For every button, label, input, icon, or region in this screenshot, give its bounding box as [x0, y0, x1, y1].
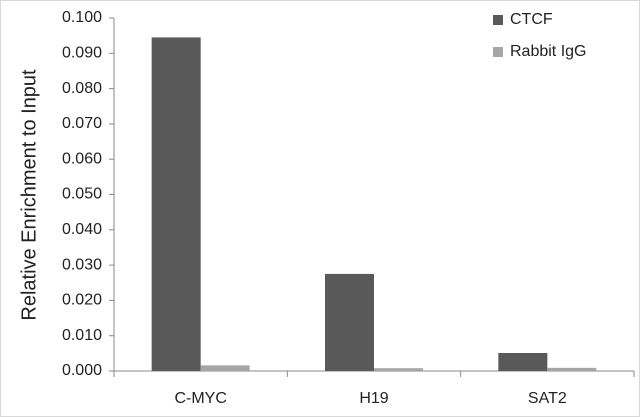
- y-tick-label: 0.010: [62, 327, 102, 344]
- bar: [200, 365, 250, 371]
- y-tick-label: 0.100: [62, 9, 102, 26]
- bar: [547, 367, 597, 371]
- y-tick-label: 0.060: [62, 150, 102, 167]
- x-tick-label: SAT2: [528, 390, 567, 407]
- y-tick-label: 0.030: [62, 256, 102, 273]
- bar: [374, 368, 423, 371]
- legend-label: CTCF: [510, 11, 553, 28]
- y-tick-label: 0.040: [62, 221, 102, 238]
- legend-swatch: [493, 15, 503, 25]
- legend-label: Rabbit IgG: [510, 43, 586, 60]
- legend-swatch: [493, 47, 503, 57]
- y-tick-label: 0.080: [62, 80, 102, 97]
- y-tick-label: 0.000: [62, 362, 102, 379]
- bar: [325, 273, 374, 371]
- bar: [498, 352, 548, 371]
- y-tick-label: 0.090: [62, 45, 102, 62]
- y-axis-label: Relative Enrichment to Input: [18, 69, 40, 321]
- x-tick-label: H19: [359, 390, 388, 407]
- y-tick-label: 0.070: [62, 115, 102, 132]
- y-tick-label: 0.020: [62, 292, 102, 309]
- x-tick-label: C-MYC: [174, 390, 226, 407]
- bar: [151, 37, 201, 371]
- y-tick-label: 0.050: [62, 186, 102, 203]
